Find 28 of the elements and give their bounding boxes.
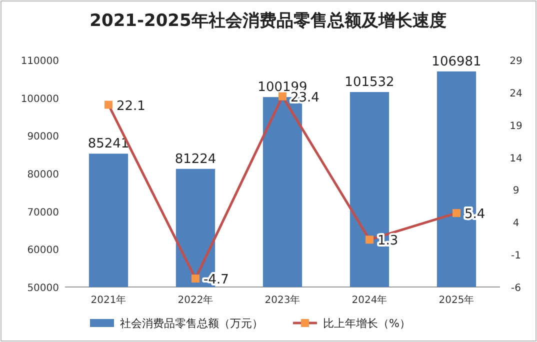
- y2-tick-label: -1: [511, 250, 521, 262]
- y-tick-label: 110000: [20, 56, 59, 67]
- legend-label: 比上年增长（%）: [323, 317, 410, 330]
- x-tick-label: 2025年: [438, 294, 474, 306]
- y2-tick-label: 14: [510, 153, 522, 164]
- x-tick-label: 2023年: [264, 294, 300, 306]
- data-label: 101532: [344, 75, 394, 90]
- y2-tick-label: -6: [511, 283, 521, 294]
- y2-tick-label: 29: [510, 56, 522, 67]
- y2-tick-label: 9: [512, 186, 520, 197]
- y-tick-label: 50000: [27, 283, 59, 294]
- chart-title: 2021-2025年社会消费品零售总额及增长速度: [90, 11, 446, 31]
- y-tick-label: 80000: [27, 170, 59, 180]
- y-tick-label: 60000: [27, 245, 59, 256]
- y-tick-label: 70000: [27, 207, 59, 218]
- x-tick-label: 2021年: [90, 294, 126, 306]
- y2-tick-label: 19: [510, 120, 522, 132]
- legend-label: 社会消费品零售总额（万元）: [120, 317, 263, 330]
- y2-tick-label: 4: [512, 218, 520, 230]
- data-label: 81224: [174, 152, 216, 167]
- data-label: 85241: [88, 136, 130, 152]
- y-tick-label: 90000: [27, 132, 59, 143]
- data-label: 106981: [432, 54, 482, 70]
- y2-tick-label: 24: [510, 88, 522, 100]
- x-tick-label: 2022年: [178, 294, 214, 306]
- x-tick-label: 2024年: [352, 294, 388, 306]
- data-label: 22.1: [116, 98, 146, 114]
- y-tick-label: 100000: [20, 94, 59, 105]
